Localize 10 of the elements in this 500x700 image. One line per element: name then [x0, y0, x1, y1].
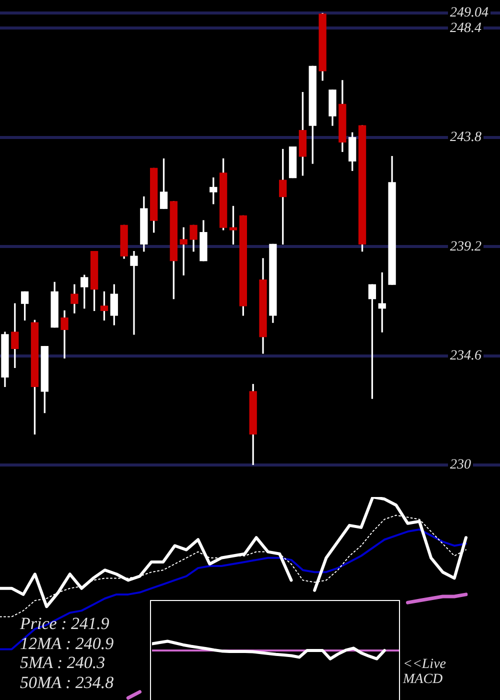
annotation: 12MA : 240.9: [20, 634, 115, 654]
y-tick-label: 243.8: [450, 130, 482, 146]
y-tick-label: 234.6: [450, 348, 482, 364]
y-tick-label: 230: [450, 458, 471, 473]
annotation: <<Live MACD: [403, 657, 447, 687]
annotation: 50MA : 234.8: [20, 673, 115, 693]
annotation: 5MA : 240.3: [20, 653, 106, 674]
y-tick-label: 239.2: [450, 239, 482, 254]
y-tick-label: 249.04: [450, 6, 488, 21]
y-tick-label: 248.4: [450, 20, 482, 36]
